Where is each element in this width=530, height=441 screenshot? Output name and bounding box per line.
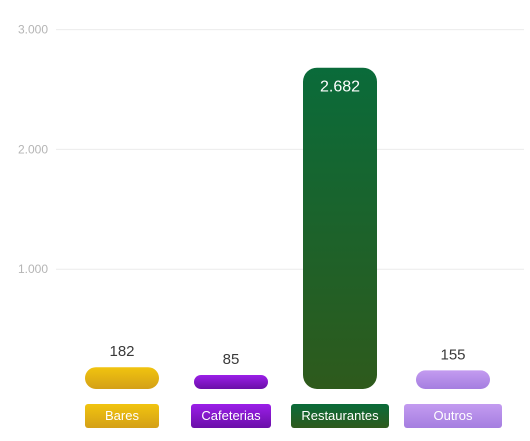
category-pill-outros xyxy=(404,404,502,428)
category-pill-restaurantes xyxy=(291,404,389,428)
category-pill-bares xyxy=(85,404,159,428)
bar-bares xyxy=(85,367,159,389)
y-tick-label: 3.000 xyxy=(18,23,48,37)
x-tick-label: Outros xyxy=(433,408,473,423)
data-label: 182 xyxy=(109,343,134,360)
category-pill-cafeterias xyxy=(191,404,271,428)
data-label: 2.682 xyxy=(320,79,360,96)
bar-cafeterias xyxy=(194,375,268,389)
data-label: 155 xyxy=(440,346,465,363)
x-tick-label: Restaurantes xyxy=(301,408,379,423)
bar-restaurantes xyxy=(303,67,377,389)
bar-outros xyxy=(416,370,490,389)
data-label: 85 xyxy=(223,351,240,368)
x-tick-label: Bares xyxy=(105,408,139,423)
x-tick-label: Cafeterias xyxy=(201,408,261,423)
y-tick-label: 1.000 xyxy=(18,262,48,276)
y-tick-label: 2.000 xyxy=(18,142,48,156)
